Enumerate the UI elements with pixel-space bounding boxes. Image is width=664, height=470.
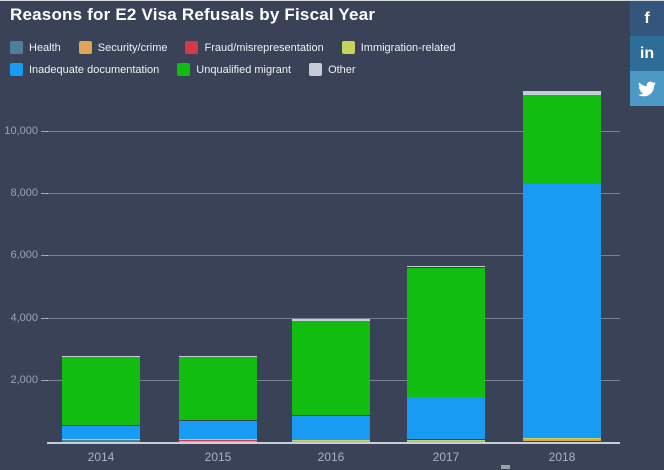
y-axis-label: 2,000 [10,373,38,386]
bar-segment-2016-security-crime[interactable] [292,440,370,442]
legend-label: Health [29,41,61,54]
bar-segment-2017-security-crime[interactable] [407,439,485,442]
legend-item-immigration-related[interactable]: Immigration-related [341,41,456,54]
legend-label: Other [328,63,356,76]
legend-swatch [10,41,23,54]
chart-legend: Health Security/crime Fraud/misrepresentat… [10,41,610,76]
y-axis-tick [41,317,48,319]
bar-segment-2017-inadequate-documentation[interactable] [407,396,485,440]
page-title: Reasons for E2 Visa Refusals by Fiscal Y… [10,5,376,24]
legend-label: Security/crime [97,41,168,54]
chart-footer-mark [501,465,510,469]
bar-segment-2014-health[interactable] [62,439,140,442]
bar-segment-2014-security-crime[interactable] [62,439,140,440]
legend-label: Fraud/misrepresentation [204,41,324,54]
bar-segment-2016-unqualified-migrant[interactable] [292,321,370,416]
legend-swatch [78,41,92,54]
legend-item-health[interactable]: Health [10,41,61,54]
bar-segment-2014-other[interactable] [62,356,140,357]
bar-segment-2015-inadequate-documentation[interactable] [179,420,257,440]
legend-swatch [177,63,191,76]
twitter-share-button[interactable] [630,71,664,106]
bar-segment-2015-other[interactable] [179,356,257,357]
y-axis-tick [41,255,48,257]
y-axis-tick [41,379,48,381]
y-axis-label: 6,000 [10,249,38,262]
bar-segment-2017-unqualified-migrant[interactable] [407,267,485,397]
x-axis-label: 2018 [548,450,576,464]
legend-item-inadequate-documentation[interactable]: Inadequate documentation [10,63,159,76]
y-axis-label: 10,000 [4,125,38,137]
x-axis-label: 2016 [317,450,345,464]
legend-label: Unqualified migrant [196,63,292,76]
x-axis-line [47,441,620,444]
legend-item-security-crime[interactable]: Security/crime [78,41,168,54]
bar-segment-2015-security-crime[interactable] [179,439,257,442]
bar-segment-2018-security-crime[interactable] [523,438,601,442]
bar-segment-2016-inadequate-documentation[interactable] [292,415,370,440]
gridline [47,193,620,195]
x-axis-label: 2015 [204,450,232,464]
social-share-bar: f in [630,1,664,106]
legend-swatch [185,41,199,54]
bar-segment-2014-unqualified-migrant[interactable] [62,356,140,426]
bar-segment-2016-other[interactable] [292,319,370,322]
legend-swatch [309,63,323,76]
bar-segment-2015-unqualified-migrant[interactable] [179,356,257,421]
legend-label: Inadequate documentation [29,63,160,76]
x-axis-label: 2017 [432,450,460,464]
x-axis-label: 2014 [87,450,115,464]
bar-segment-2014-inadequate-documentation[interactable] [62,425,140,439]
legend-label: Immigration-related [360,41,456,54]
legend-item-unqualified-migrant[interactable]: Unqualified migrant [177,63,291,76]
legend-item-fraud-misrepresentation[interactable]: Fraud/misrepresentation [185,41,324,54]
legend-swatch [341,41,355,54]
bar-segment-2018-inadequate-documentation[interactable] [523,184,601,438]
gridline [47,131,620,132]
twitter-bird-icon [638,80,656,98]
linkedin-share-button[interactable]: in [630,36,664,71]
y-axis-label: 4,000 [10,311,38,324]
y-axis-tick [41,131,48,132]
y-axis-label: 8,000 [10,187,38,200]
bar-segment-2017-other[interactable] [407,266,485,268]
y-axis-tick [41,193,48,195]
bar-segment-2018-unqualified-migrant[interactable] [523,95,601,184]
facebook-share-button[interactable]: f [630,1,664,36]
bar-segment-2018-other[interactable] [523,91,601,96]
legend-item-other[interactable]: Other [309,63,356,76]
legend-swatch [10,63,23,76]
gridline [47,255,620,257]
gridline [47,317,620,319]
